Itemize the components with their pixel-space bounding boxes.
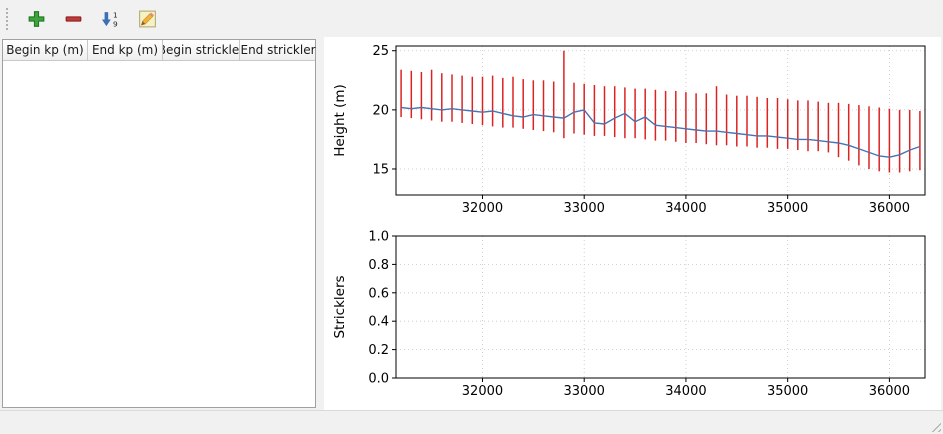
svg-text:33000: 33000 xyxy=(564,201,605,216)
edit-icon xyxy=(139,10,156,27)
svg-text:34000: 34000 xyxy=(665,201,706,216)
column-header-end-strickler[interactable]: End strickler xyxy=(240,43,316,57)
column-header-end-kp[interactable]: End kp (m) xyxy=(88,40,163,60)
svg-text:Stricklers: Stricklers xyxy=(332,275,348,338)
table-header-row: Begin kp (m) End kp (m) Begin strickler … xyxy=(3,40,316,61)
height-chart: 32000 33000 34000 35000 36000 15 20 25 Height (m… xyxy=(324,37,941,227)
column-header-begin-strickler[interactable]: Begin strickler xyxy=(163,40,240,60)
status-bar xyxy=(0,410,943,434)
sort-numeric-icon: 1 9 xyxy=(101,10,118,28)
column-header-begin-kp[interactable]: Begin kp (m) xyxy=(3,40,88,60)
svg-text:0.6: 0.6 xyxy=(368,286,389,301)
svg-text:1: 1 xyxy=(113,10,118,19)
svg-text:34000: 34000 xyxy=(665,384,706,399)
svg-text:25: 25 xyxy=(372,44,389,59)
svg-text:0.4: 0.4 xyxy=(368,315,389,330)
svg-text:32000: 32000 xyxy=(462,201,503,216)
panel-splitter[interactable] xyxy=(317,37,323,410)
table-body[interactable] xyxy=(3,61,315,407)
svg-text:1.0: 1.0 xyxy=(368,230,389,245)
toolbar: 1 9 xyxy=(0,0,943,37)
stricklers-chart: 32000 33000 34000 35000 36000 0.0 0.2 0.4 0.6 0.8… xyxy=(324,227,941,410)
charts-panel: 32000 33000 34000 35000 36000 15 20 25 Height (m… xyxy=(324,37,941,410)
main-content: Begin kp (m) End kp (m) Begin strickler … xyxy=(0,37,943,410)
svg-text:33000: 33000 xyxy=(564,384,605,399)
toolbar-handle[interactable] xyxy=(6,7,11,30)
sort-button[interactable]: 1 9 xyxy=(97,5,124,32)
svg-text:32000: 32000 xyxy=(462,384,503,399)
add-button[interactable] xyxy=(23,5,50,32)
remove-button[interactable] xyxy=(60,5,87,32)
stricklers-table: Begin kp (m) End kp (m) Begin strickler … xyxy=(2,39,316,408)
edit-button[interactable] xyxy=(134,5,161,32)
add-icon xyxy=(28,10,45,27)
svg-text:35000: 35000 xyxy=(767,201,808,216)
svg-text:20: 20 xyxy=(372,103,389,118)
svg-text:36000: 36000 xyxy=(869,201,910,216)
resize-grip[interactable] xyxy=(928,419,941,432)
svg-text:0.2: 0.2 xyxy=(368,343,389,358)
svg-text:35000: 35000 xyxy=(767,384,808,399)
svg-text:36000: 36000 xyxy=(869,384,910,399)
remove-icon xyxy=(65,15,82,22)
svg-text:Height (m): Height (m) xyxy=(332,84,348,157)
svg-text:9: 9 xyxy=(113,19,118,28)
svg-text:0.8: 0.8 xyxy=(368,258,389,273)
svg-text:0.0: 0.0 xyxy=(368,372,389,387)
svg-text:15: 15 xyxy=(372,162,389,177)
